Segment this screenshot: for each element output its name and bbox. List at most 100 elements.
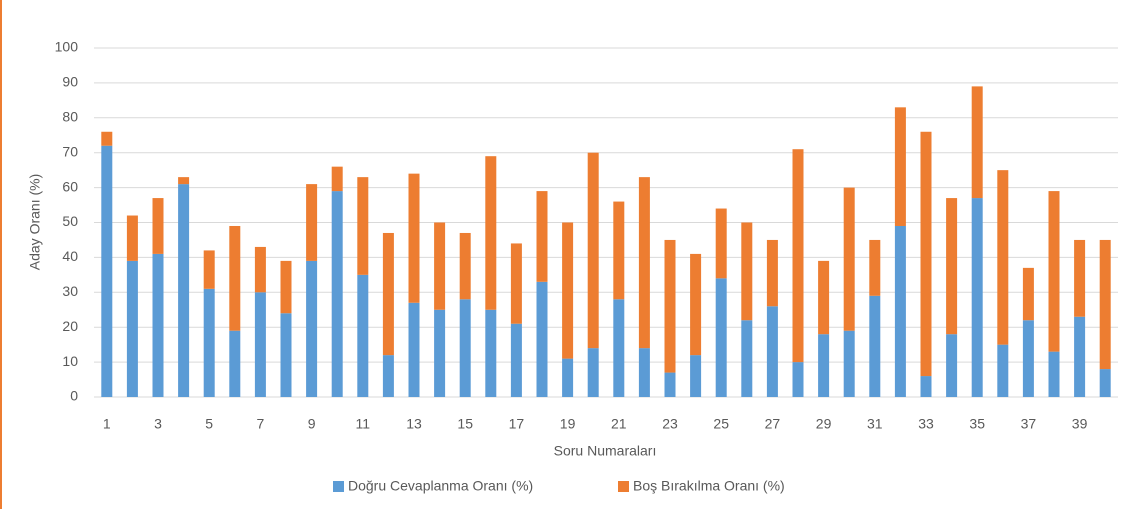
bar-segment bbox=[254, 292, 266, 397]
bar-segment bbox=[178, 184, 190, 397]
bar-segment bbox=[1022, 267, 1034, 321]
bar-segment bbox=[1022, 320, 1034, 397]
legend-swatch bbox=[333, 481, 344, 492]
bar-segment bbox=[306, 184, 318, 261]
bar-segment bbox=[152, 198, 164, 254]
x-tick-label: 13 bbox=[406, 416, 422, 432]
x-tick-label: 15 bbox=[457, 416, 473, 432]
bar-segment bbox=[101, 145, 113, 397]
legend-label: Doğru Cevaplanma Oranı (%) bbox=[348, 478, 533, 494]
bar-segment bbox=[715, 208, 727, 279]
bar-segment bbox=[818, 334, 830, 397]
bar-segment bbox=[818, 260, 830, 335]
bar-segment bbox=[229, 330, 241, 397]
bar-segment bbox=[920, 131, 932, 377]
bar-segment bbox=[1074, 316, 1086, 397]
bar-segment bbox=[101, 131, 113, 146]
bar-segment bbox=[280, 313, 292, 397]
bar-segment bbox=[510, 243, 522, 324]
y-tick-label: 50 bbox=[62, 213, 78, 229]
bar-segment bbox=[638, 348, 650, 397]
bar-segment bbox=[613, 299, 625, 397]
legend-swatch bbox=[618, 481, 629, 492]
x-tick-label: 25 bbox=[713, 416, 729, 432]
x-tick-label: 29 bbox=[816, 416, 832, 432]
x-tick-label: 27 bbox=[765, 416, 781, 432]
bar-segment bbox=[946, 334, 958, 397]
bar-segment bbox=[869, 295, 881, 397]
bar-segment bbox=[229, 225, 241, 331]
bar-segment bbox=[946, 198, 958, 335]
bar-segment bbox=[843, 330, 855, 397]
bar-segment bbox=[459, 299, 471, 397]
bar-segment bbox=[434, 222, 446, 310]
bar-segment bbox=[485, 156, 497, 310]
bar-segment bbox=[664, 372, 676, 397]
bar-segment bbox=[485, 309, 497, 397]
bar-segment bbox=[126, 215, 138, 261]
y-tick-label: 10 bbox=[62, 353, 78, 369]
bar-segment bbox=[843, 187, 855, 331]
bar-segment bbox=[920, 376, 932, 397]
bar-segment bbox=[997, 170, 1009, 345]
x-tick-label: 33 bbox=[918, 416, 934, 432]
x-tick-label: 37 bbox=[1021, 416, 1037, 432]
y-tick-label: 20 bbox=[62, 318, 78, 334]
x-tick-label: 5 bbox=[205, 416, 213, 432]
bar-segment bbox=[126, 260, 138, 397]
bar-segment bbox=[1099, 239, 1111, 370]
bar-segment bbox=[792, 149, 804, 363]
bar-segment bbox=[741, 222, 753, 321]
bar-segment bbox=[664, 239, 676, 373]
bar-segment bbox=[997, 344, 1009, 397]
bar-segment bbox=[562, 358, 574, 397]
bar-segment bbox=[408, 302, 420, 397]
bar-segment bbox=[792, 362, 804, 397]
bar-segment bbox=[562, 222, 574, 359]
bar-segment bbox=[613, 201, 625, 300]
bar-segment bbox=[408, 173, 420, 303]
bar-segment bbox=[1048, 351, 1060, 397]
bar-segment bbox=[1074, 239, 1086, 317]
bar-segment bbox=[178, 177, 190, 185]
y-tick-label: 80 bbox=[62, 109, 78, 125]
x-tick-label: 1 bbox=[103, 416, 111, 432]
bar-segment bbox=[715, 278, 727, 397]
bar-segment bbox=[690, 355, 702, 397]
bar-segment bbox=[971, 86, 983, 199]
bar-segment bbox=[587, 348, 599, 397]
x-tick-label: 23 bbox=[662, 416, 678, 432]
bar-segment bbox=[357, 177, 369, 275]
bar-segment bbox=[536, 281, 548, 397]
x-tick-label: 17 bbox=[509, 416, 525, 432]
y-tick-label: 90 bbox=[62, 74, 78, 90]
bar-segment bbox=[766, 239, 778, 307]
x-tick-label: 7 bbox=[257, 416, 265, 432]
y-axis-title: Aday Oranı (%) bbox=[27, 174, 43, 270]
bar-segment bbox=[357, 274, 369, 397]
bar-segment bbox=[638, 177, 650, 349]
bar-segment bbox=[203, 288, 215, 397]
bar-segment bbox=[510, 323, 522, 397]
y-tick-label: 60 bbox=[62, 178, 78, 194]
bar-segment bbox=[306, 260, 318, 397]
bar-segment bbox=[894, 107, 906, 226]
y-tick-label: 70 bbox=[62, 143, 78, 159]
x-tick-label: 39 bbox=[1072, 416, 1088, 432]
bar-segment bbox=[741, 320, 753, 397]
bar-segment bbox=[331, 166, 343, 192]
bar-segment bbox=[971, 198, 983, 397]
bar-segment bbox=[690, 253, 702, 356]
bar-segment bbox=[1048, 191, 1060, 352]
bar-segment bbox=[1099, 369, 1111, 397]
bar-segment bbox=[331, 191, 343, 397]
bar-segment bbox=[382, 232, 394, 356]
bar-segment bbox=[894, 225, 906, 397]
x-tick-label: 9 bbox=[308, 416, 316, 432]
x-axis-title: Soru Numaraları bbox=[554, 443, 657, 459]
bar-segment bbox=[459, 232, 471, 300]
bar-segment bbox=[280, 260, 292, 314]
bar-segment bbox=[434, 309, 446, 397]
y-tick-label: 30 bbox=[62, 283, 78, 299]
